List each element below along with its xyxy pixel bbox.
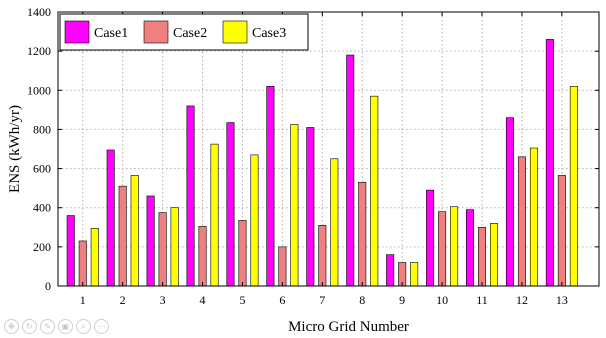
bar-case2-1 (78, 240, 87, 287)
plot-frame (57, 11, 600, 287)
bar-case2-8 (358, 181, 367, 287)
bar-case3-2 (130, 175, 139, 287)
bar-case3-10 (450, 206, 459, 287)
legend-swatch-case1 (64, 20, 90, 44)
bar-case3-8 (370, 95, 379, 287)
bar-case2-4 (198, 226, 207, 287)
bar-case3-4 (210, 143, 219, 287)
bar-case2-7 (318, 225, 327, 287)
bar-case1-11 (466, 209, 475, 287)
bar-case1-6 (266, 86, 275, 287)
legend-label-case3: Case3 (252, 26, 286, 41)
x-tick-label: 12 (516, 293, 528, 307)
y-tick-label: 0 (45, 279, 51, 293)
x-axis-title: Micro Grid Number (288, 319, 409, 335)
y-tick-label: 1400 (27, 5, 51, 19)
bar-case1-5 (226, 122, 235, 287)
bar-case3-5 (250, 154, 259, 287)
bar-case1-10 (426, 189, 435, 287)
bar-case3-9 (410, 262, 419, 287)
bars (66, 39, 578, 287)
bar-case3-1 (90, 227, 99, 287)
y-tick-label: 600 (33, 162, 51, 176)
bar-case1-3 (146, 195, 155, 287)
bar-case1-2 (106, 149, 115, 287)
bar-case2-11 (478, 226, 487, 287)
x-tick-label: 6 (279, 293, 285, 307)
bar-case2-12 (517, 156, 526, 287)
x-tick-label: 13 (556, 293, 568, 307)
bar-case1-8 (346, 54, 355, 287)
bar-case2-5 (238, 220, 247, 287)
bar-case3-7 (330, 158, 339, 287)
bar-case3-12 (529, 147, 538, 287)
more-icon[interactable]: ⋯ (94, 318, 109, 334)
legend-label-case2: Case2 (173, 26, 207, 41)
bar-case1-12 (505, 117, 514, 287)
legend-label-case1: Case1 (94, 26, 128, 41)
bar-case1-4 (186, 105, 195, 287)
legend-swatch-case2 (143, 20, 169, 44)
y-tick-label: 1200 (27, 44, 51, 58)
x-tick-label: 8 (359, 293, 365, 307)
bar-case3-13 (569, 86, 578, 287)
bar-case1-13 (545, 39, 554, 287)
bar-case2-2 (118, 185, 127, 287)
x-tick-label: 10 (436, 293, 448, 307)
bar-case2-10 (438, 211, 447, 287)
x-tick-label: 7 (319, 293, 325, 307)
legend-box (59, 13, 309, 51)
x-tick-label: 3 (160, 293, 166, 307)
x-tick-label: 1 (80, 293, 86, 307)
y-tick-label: 800 (33, 122, 51, 136)
pan-icon[interactable]: ✥ (4, 318, 19, 334)
grid-lines (58, 12, 599, 286)
x-tick-label: 9 (399, 293, 405, 307)
bar-case2-6 (278, 246, 287, 287)
x-tick-label: 11 (476, 293, 488, 307)
bar-case1-1 (66, 215, 75, 287)
bar-case1-9 (386, 254, 395, 287)
image-icon[interactable]: ▣ (58, 318, 73, 334)
bar-case3-3 (170, 207, 179, 287)
x-tick-label: 4 (200, 293, 206, 307)
y-tick-label: 1000 (27, 83, 51, 97)
x-tick-label: 5 (239, 293, 245, 307)
y-tick-label: 200 (33, 240, 51, 254)
bar-case3-6 (290, 124, 299, 287)
bar-case2-3 (158, 212, 167, 287)
bar-case3-11 (490, 223, 499, 287)
zoom-icon[interactable]: ⌕ (76, 318, 91, 334)
bar-case1-7 (306, 127, 315, 287)
y-tick-label: 400 (33, 201, 51, 215)
legend: Case1 Case2 Case3 (59, 13, 309, 51)
rotate-icon[interactable]: ↻ (22, 318, 37, 334)
figure-toolbar: ✥ ↻ ✎ ▣ ⌕ ⋯ (4, 318, 109, 334)
edit-icon[interactable]: ✎ (40, 318, 55, 334)
legend-swatch-case3 (222, 20, 248, 44)
bar-case2-13 (557, 175, 566, 287)
x-tick-label: 2 (120, 293, 126, 307)
y-axis-title: ENS (kWh/yr) (7, 105, 23, 193)
